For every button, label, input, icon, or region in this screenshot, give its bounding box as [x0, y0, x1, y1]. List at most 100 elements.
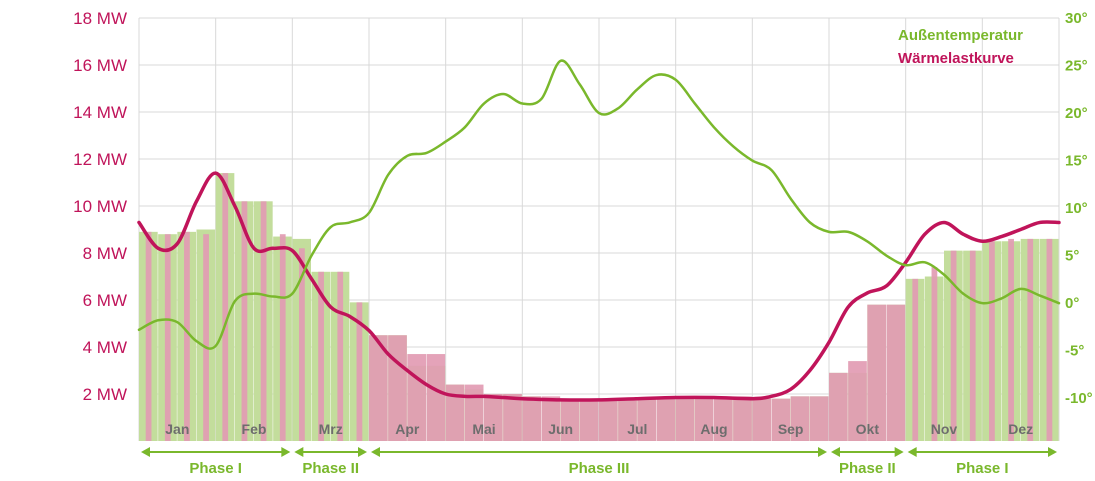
heat-load-bar [145, 231, 152, 441]
right-axis-tick-label: 0° [1065, 295, 1079, 312]
legend-item: Außentemperatur [898, 27, 1023, 44]
heat-load-bar [714, 396, 733, 441]
right-axis-tick-label: 10° [1065, 200, 1088, 217]
heat-load-bar [522, 396, 541, 441]
heat-load-bar [426, 354, 446, 441]
left-axis-tick-label: 10 MW [73, 197, 127, 216]
right-axis-tick-label: -5° [1065, 343, 1084, 360]
heat-load-bar [912, 278, 919, 441]
phase-arrow-head-left [141, 447, 150, 457]
heat-load-bar [752, 398, 771, 441]
left-axis: 2 MW 4 MW 6 MW 8 MW 10 MW 12 MW 14 MW 16 MW 18 M… [73, 9, 127, 404]
heat-load-curve [137, 171, 1061, 402]
heat-load-bar [771, 398, 791, 441]
month-label: Jul [627, 421, 647, 437]
phase-label: Phase I [189, 460, 242, 477]
phase-arrows: Phase I Phase II Phase III Phase II Phase I [141, 447, 1057, 477]
heat-load-bar [560, 398, 580, 441]
phase-arrow-head-right [358, 447, 367, 457]
heat-load-bar [318, 271, 324, 441]
right-axis-tick-label: 25° [1065, 58, 1088, 75]
heat-load-bar [809, 396, 829, 441]
month-label: Nov [931, 421, 958, 437]
phase-label: Phase I [956, 460, 1009, 477]
month-label: Sep [778, 421, 804, 437]
left-axis-tick-label: 14 MW [73, 103, 127, 122]
month-label: Jun [548, 421, 573, 437]
heat-load-bar [675, 396, 695, 441]
heat-load-bars [145, 173, 1053, 441]
right-axis-tick-label: -10° [1065, 390, 1093, 407]
month-label: Dez [1008, 421, 1033, 437]
right-axis: -10° -5° 0° 5° 10° 15° 20° 25° 30° [1065, 10, 1093, 407]
heat-load-bar [464, 384, 484, 441]
heat-load-bar [886, 304, 906, 441]
left-axis-tick-label: 16 MW [73, 56, 127, 75]
right-axis-tick-label: 30° [1065, 10, 1088, 27]
left-axis-tick-label: 2 MW [83, 385, 127, 404]
heat-load-bar [445, 384, 465, 441]
phase-label: Phase II [839, 460, 896, 477]
heat-load-bar [337, 271, 344, 441]
phase-label: Phase III [569, 460, 630, 477]
heat-load-bar [184, 231, 190, 441]
heat-load-bar [656, 398, 676, 441]
month-label: Mai [472, 421, 495, 437]
heat-load-bar [579, 398, 599, 441]
phase-arrow-head-left [907, 447, 917, 457]
phase-arrow-head-left [371, 447, 380, 457]
month-labels: Jan Feb Mrz Apr Mai Jun Jul Aug Sep Okt Nov Dez [165, 421, 1033, 437]
heat-load-bar [222, 173, 229, 441]
phase-arrow-head-right [894, 447, 904, 457]
heat-load-bar [388, 335, 407, 441]
heat-load-bar [279, 234, 286, 441]
left-axis-tick-label: 4 MW [83, 338, 127, 357]
series-lines [137, 59, 1061, 402]
heat-load-bar [637, 398, 656, 441]
heat-load-bar [1008, 238, 1014, 441]
heat-load-bar [541, 396, 561, 441]
heat-load-bar [299, 248, 305, 441]
heat-load-bar [241, 201, 248, 441]
month-label: Apr [395, 421, 420, 437]
heat-load-bar [848, 361, 867, 441]
heat-load-bar [931, 267, 938, 441]
heat-load-bar [829, 372, 848, 441]
heat-load-bar [733, 396, 752, 441]
month-label: Mrz [319, 421, 343, 437]
legend-item: Wärmelastkurve [898, 50, 1014, 67]
heat-load-bar [503, 394, 522, 441]
month-label: Okt [856, 421, 880, 437]
left-axis-tick-label: 12 MW [73, 150, 127, 169]
heat-load-bar [484, 394, 503, 441]
left-axis-tick-label: 6 MW [83, 291, 127, 310]
right-axis-tick-label: 15° [1065, 153, 1088, 170]
heat-load-bar [867, 304, 886, 441]
month-label: Feb [242, 421, 267, 437]
month-label: Aug [700, 421, 727, 437]
left-axis-tick-label: 8 MW [83, 244, 127, 263]
heat-load-bar [369, 335, 388, 441]
heat-load-bar [599, 398, 618, 441]
heat-load-bar [989, 241, 995, 441]
right-axis-tick-label: 5° [1065, 248, 1079, 265]
heat-load-bar [694, 396, 714, 441]
heat-load-bar [969, 250, 976, 441]
heat-load-bar [203, 234, 209, 441]
legend: Außentemperatur Wärmelastkurve [898, 27, 1023, 67]
heat-load-bar [1027, 238, 1034, 441]
heat-load-bar [950, 250, 957, 441]
phase-arrow-head-right [1048, 447, 1057, 457]
month-label: Jan [165, 421, 189, 437]
phase-arrow-head-right [281, 447, 291, 457]
heat-load-bar [790, 396, 810, 441]
heat-load-bar [164, 234, 171, 441]
right-axis-tick-label: 20° [1065, 105, 1088, 122]
phase-arrow-head-left [831, 447, 840, 457]
left-axis-tick-label: 18 MW [73, 9, 127, 28]
heat-load-bar [260, 201, 267, 441]
heat-load-bar [618, 398, 637, 441]
phase-arrow-head-right [818, 447, 827, 457]
heat-load-bar [356, 302, 363, 441]
